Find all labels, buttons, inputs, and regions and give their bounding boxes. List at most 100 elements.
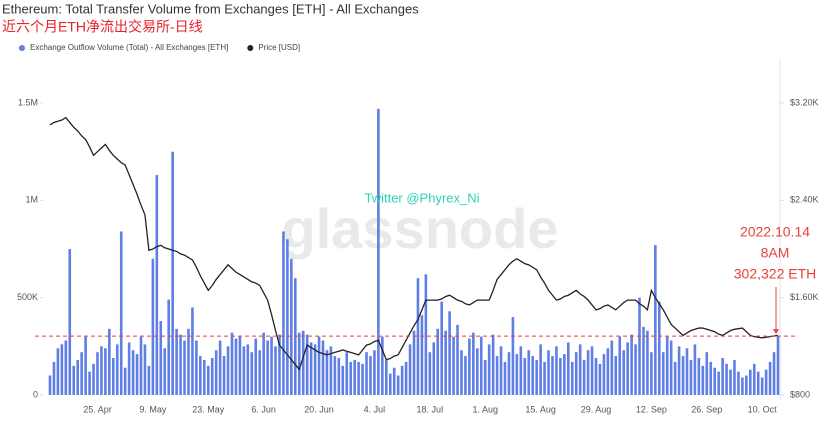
annotation: 302,322 ETH xyxy=(734,266,817,282)
bar xyxy=(238,336,242,395)
bar xyxy=(460,350,463,395)
annotation-arrowhead xyxy=(773,329,779,335)
bar xyxy=(448,311,451,395)
bar xyxy=(717,371,720,395)
bar xyxy=(523,358,527,395)
bar xyxy=(163,348,167,395)
bar xyxy=(242,346,246,395)
bar xyxy=(412,330,416,395)
bar xyxy=(661,352,665,395)
bar xyxy=(254,338,258,395)
bar xyxy=(290,258,293,395)
bar xyxy=(650,352,653,395)
bar xyxy=(104,348,107,395)
bar xyxy=(396,375,400,395)
bar xyxy=(436,328,440,395)
annotation: 2022.10.14 xyxy=(740,224,810,240)
bar xyxy=(582,359,586,395)
bar xyxy=(487,344,491,395)
bar xyxy=(214,350,218,395)
bar xyxy=(705,352,709,395)
bar xyxy=(440,301,443,395)
bar xyxy=(84,336,87,395)
bar xyxy=(96,352,99,395)
bar xyxy=(349,361,352,395)
bar xyxy=(373,350,376,395)
bar xyxy=(495,356,499,395)
bar xyxy=(622,350,625,395)
y2-tick-label: $1.60K xyxy=(790,292,819,302)
bar xyxy=(52,361,56,395)
chart-title: Ethereum: Total Transfer Volume from Exc… xyxy=(2,1,419,16)
bar xyxy=(745,375,748,395)
bar xyxy=(531,356,534,395)
bar xyxy=(772,352,776,395)
bar xyxy=(610,340,614,395)
bar xyxy=(665,336,669,395)
bar xyxy=(721,358,724,395)
bar xyxy=(776,336,780,395)
bar xyxy=(258,350,261,395)
bar xyxy=(764,369,768,395)
bar xyxy=(100,346,103,395)
bar xyxy=(400,365,404,395)
bar xyxy=(210,358,214,395)
bar xyxy=(108,328,111,395)
y2-tick-label: $800 xyxy=(790,389,810,399)
bar xyxy=(424,274,428,395)
legend-label: Exchange Outflow Volume (Total) - All Ex… xyxy=(30,43,228,52)
bar xyxy=(507,352,511,395)
bar xyxy=(456,324,459,395)
bar xyxy=(282,231,285,395)
bar xyxy=(155,175,159,395)
bar xyxy=(345,352,349,395)
bar xyxy=(519,346,523,395)
bar xyxy=(567,342,570,395)
bar xyxy=(301,330,305,395)
bar xyxy=(756,371,760,395)
bar xyxy=(139,336,143,395)
bar xyxy=(143,344,147,395)
bar xyxy=(56,348,60,395)
bar xyxy=(725,363,728,395)
bar xyxy=(325,350,329,395)
x-tick-label: 26. Sep xyxy=(691,404,722,414)
bar xyxy=(199,356,202,395)
bar xyxy=(555,346,558,395)
bar xyxy=(551,356,554,395)
bar xyxy=(171,151,174,395)
x-tick-label: 1. Aug xyxy=(472,404,498,414)
bar xyxy=(737,371,740,395)
watermark: glassnode xyxy=(282,197,559,260)
bar xyxy=(578,344,582,395)
bar xyxy=(638,297,641,395)
bar xyxy=(286,239,289,395)
bar xyxy=(195,340,198,395)
bar xyxy=(278,334,281,395)
x-tick-label: 9. May xyxy=(139,404,167,414)
bar xyxy=(68,249,72,395)
bar xyxy=(297,332,301,395)
bar xyxy=(527,350,531,395)
x-tick-label: 23. May xyxy=(192,404,225,414)
bar xyxy=(420,315,424,395)
x-tick-label: 29. Aug xyxy=(581,404,612,414)
bar xyxy=(361,363,364,395)
bar xyxy=(669,340,673,395)
bar xyxy=(76,359,79,395)
x-tick-label: 4. Jul xyxy=(364,404,386,414)
bar xyxy=(444,330,447,395)
bar xyxy=(535,359,538,395)
bar xyxy=(341,365,345,395)
bar xyxy=(72,365,76,395)
bar xyxy=(749,369,752,395)
bar xyxy=(222,356,226,395)
price-line xyxy=(49,116,779,371)
bar xyxy=(246,344,250,395)
bar xyxy=(729,369,732,395)
bar xyxy=(218,340,222,395)
bar xyxy=(468,338,471,395)
bar xyxy=(543,361,546,395)
bar xyxy=(602,354,606,395)
